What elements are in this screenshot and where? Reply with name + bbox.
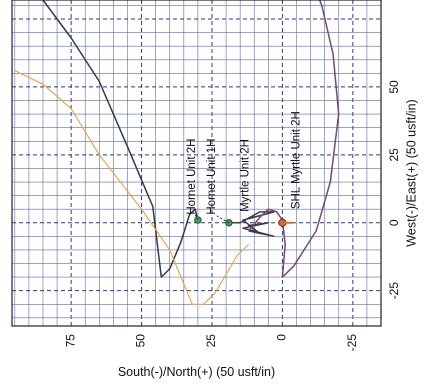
y-tick-label: -25 xyxy=(387,282,401,300)
x-axis-title: South(-)/North(+) (50 usft/in) xyxy=(118,365,275,379)
well-path-hornet-unit-1h xyxy=(14,70,249,305)
well-label-myrtle-unit-2h: Myrtle Unit 2H xyxy=(240,139,252,212)
well-markers xyxy=(194,216,294,227)
hornet-1h-leader xyxy=(214,214,230,224)
y-axis-title: West(-)/East(+) (50 usft/in) xyxy=(404,99,418,246)
y-tick-label: 50 xyxy=(387,80,401,94)
well-label-hornet-unit-2h: Hornet Unit 2H xyxy=(186,139,198,215)
hornet-2h-leader xyxy=(194,214,199,221)
grid-lines xyxy=(12,0,382,326)
well-labels: Hornet Unit 2H Hornet Unit 1H Myrtle Unit … xyxy=(186,111,302,224)
x-tick-label: 0 xyxy=(275,334,289,341)
well-paths xyxy=(14,0,340,305)
tick-labels: 75 50 25 0 -25 50 25 0 -25 xyxy=(63,80,401,351)
y-tick-label: 0 xyxy=(387,219,401,226)
well-label-shl-myrtle-unit-2h: SHL Myrtle Unit 2H xyxy=(290,111,302,209)
x-tick-label: 25 xyxy=(204,334,218,348)
well-label-hornet-unit-1h: Hornet Unit 1H xyxy=(206,139,218,215)
well-path-myrtle-unit-2h xyxy=(228,211,275,238)
x-tick-label: -25 xyxy=(345,334,359,352)
x-tick-label: 50 xyxy=(134,334,148,348)
y-tick-label: 25 xyxy=(387,148,401,162)
plot-frame xyxy=(11,0,382,327)
x-tick-label: 75 xyxy=(63,334,77,348)
well-path-hornet-unit-2h xyxy=(42,0,199,278)
well-path-shl-myrtle-unit-2h xyxy=(248,0,340,278)
